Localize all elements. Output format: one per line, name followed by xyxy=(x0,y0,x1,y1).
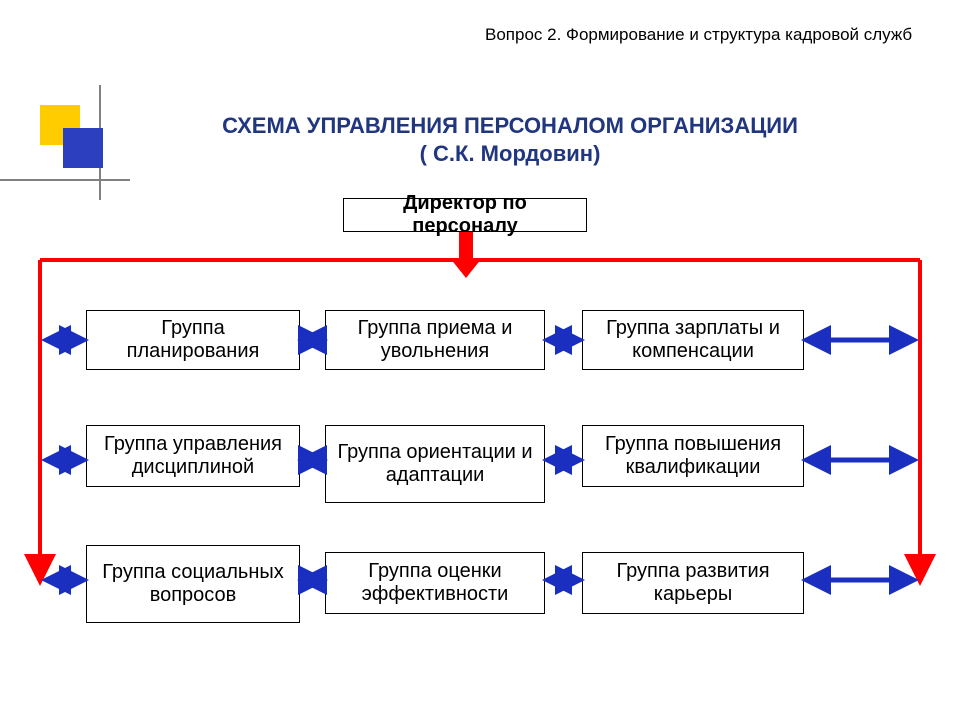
box-r2c2: Группа развития карьеры xyxy=(582,552,804,614)
deco-blue-square xyxy=(63,128,103,168)
deco-hline xyxy=(0,179,130,181)
red-down-arrow-icon xyxy=(450,232,482,278)
box-r1c2: Группа повышения квалификации xyxy=(582,425,804,487)
box-r2c1: Группа оценки эффективности xyxy=(325,552,545,614)
page-title: СХЕМА УПРАВЛЕНИЯ ПЕРСОНАЛОМ ОРГАНИЗАЦИИ … xyxy=(160,112,860,167)
box-r1c1: Группа ориентации и адаптации xyxy=(325,425,545,503)
red-frame-icon xyxy=(40,260,920,570)
box-r1c0: Группа управления дисциплиной xyxy=(86,425,300,487)
box-r0c1: Группа приема и увольнения xyxy=(325,310,545,370)
box-r2c0: Группа социальных вопросов xyxy=(86,545,300,623)
title-line1: СХЕМА УПРАВЛЕНИЯ ПЕРСОНАЛОМ ОРГАНИЗАЦИИ xyxy=(222,113,798,138)
box-r0c0: Группа планирования xyxy=(86,310,300,370)
box-director: Директор по персоналу xyxy=(343,198,587,232)
breadcrumb: Вопрос 2. Формирование и структура кадро… xyxy=(485,25,912,45)
box-r0c2: Группа зарплаты и компенсации xyxy=(582,310,804,370)
title-line2: ( С.К. Мордовин) xyxy=(420,141,601,166)
